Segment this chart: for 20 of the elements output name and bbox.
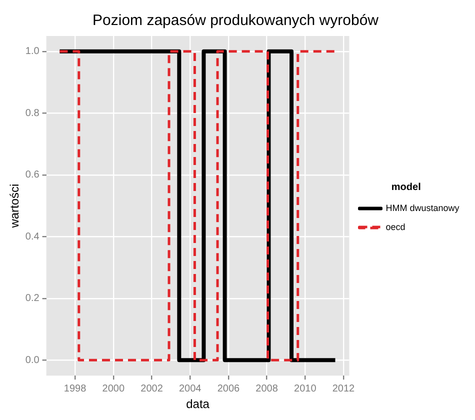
- y-tick-label: 0.4: [25, 231, 40, 242]
- x-tick-label: 2008: [256, 383, 278, 394]
- legend-label: HMM dwustanowy: [386, 202, 460, 213]
- legend-title: model: [391, 182, 422, 193]
- x-tick-label: 2000: [102, 383, 125, 394]
- y-tick-label: 0.8: [25, 108, 40, 119]
- y-tick-label: 1.0: [25, 46, 40, 58]
- x-tick-label: 2010: [294, 383, 317, 394]
- legend-label: oecd: [386, 222, 406, 232]
- y-tick-label: 0.2: [25, 293, 40, 304]
- x-tick-label: 2004: [178, 383, 202, 394]
- y-tick-label: 0.0: [25, 354, 40, 366]
- chart-title: Poziom zapasów produkowanych wyrobów: [92, 12, 379, 30]
- y-tick-label: 0.6: [25, 170, 40, 181]
- x-tick-label: 1998: [64, 383, 87, 394]
- x-tick-label: 2012: [332, 383, 356, 394]
- x-tick-label: 2006: [217, 383, 240, 394]
- y-axis-title: wartości: [8, 184, 22, 229]
- x-tick-label: 2002: [140, 383, 164, 394]
- x-axis-title: data: [186, 397, 210, 412]
